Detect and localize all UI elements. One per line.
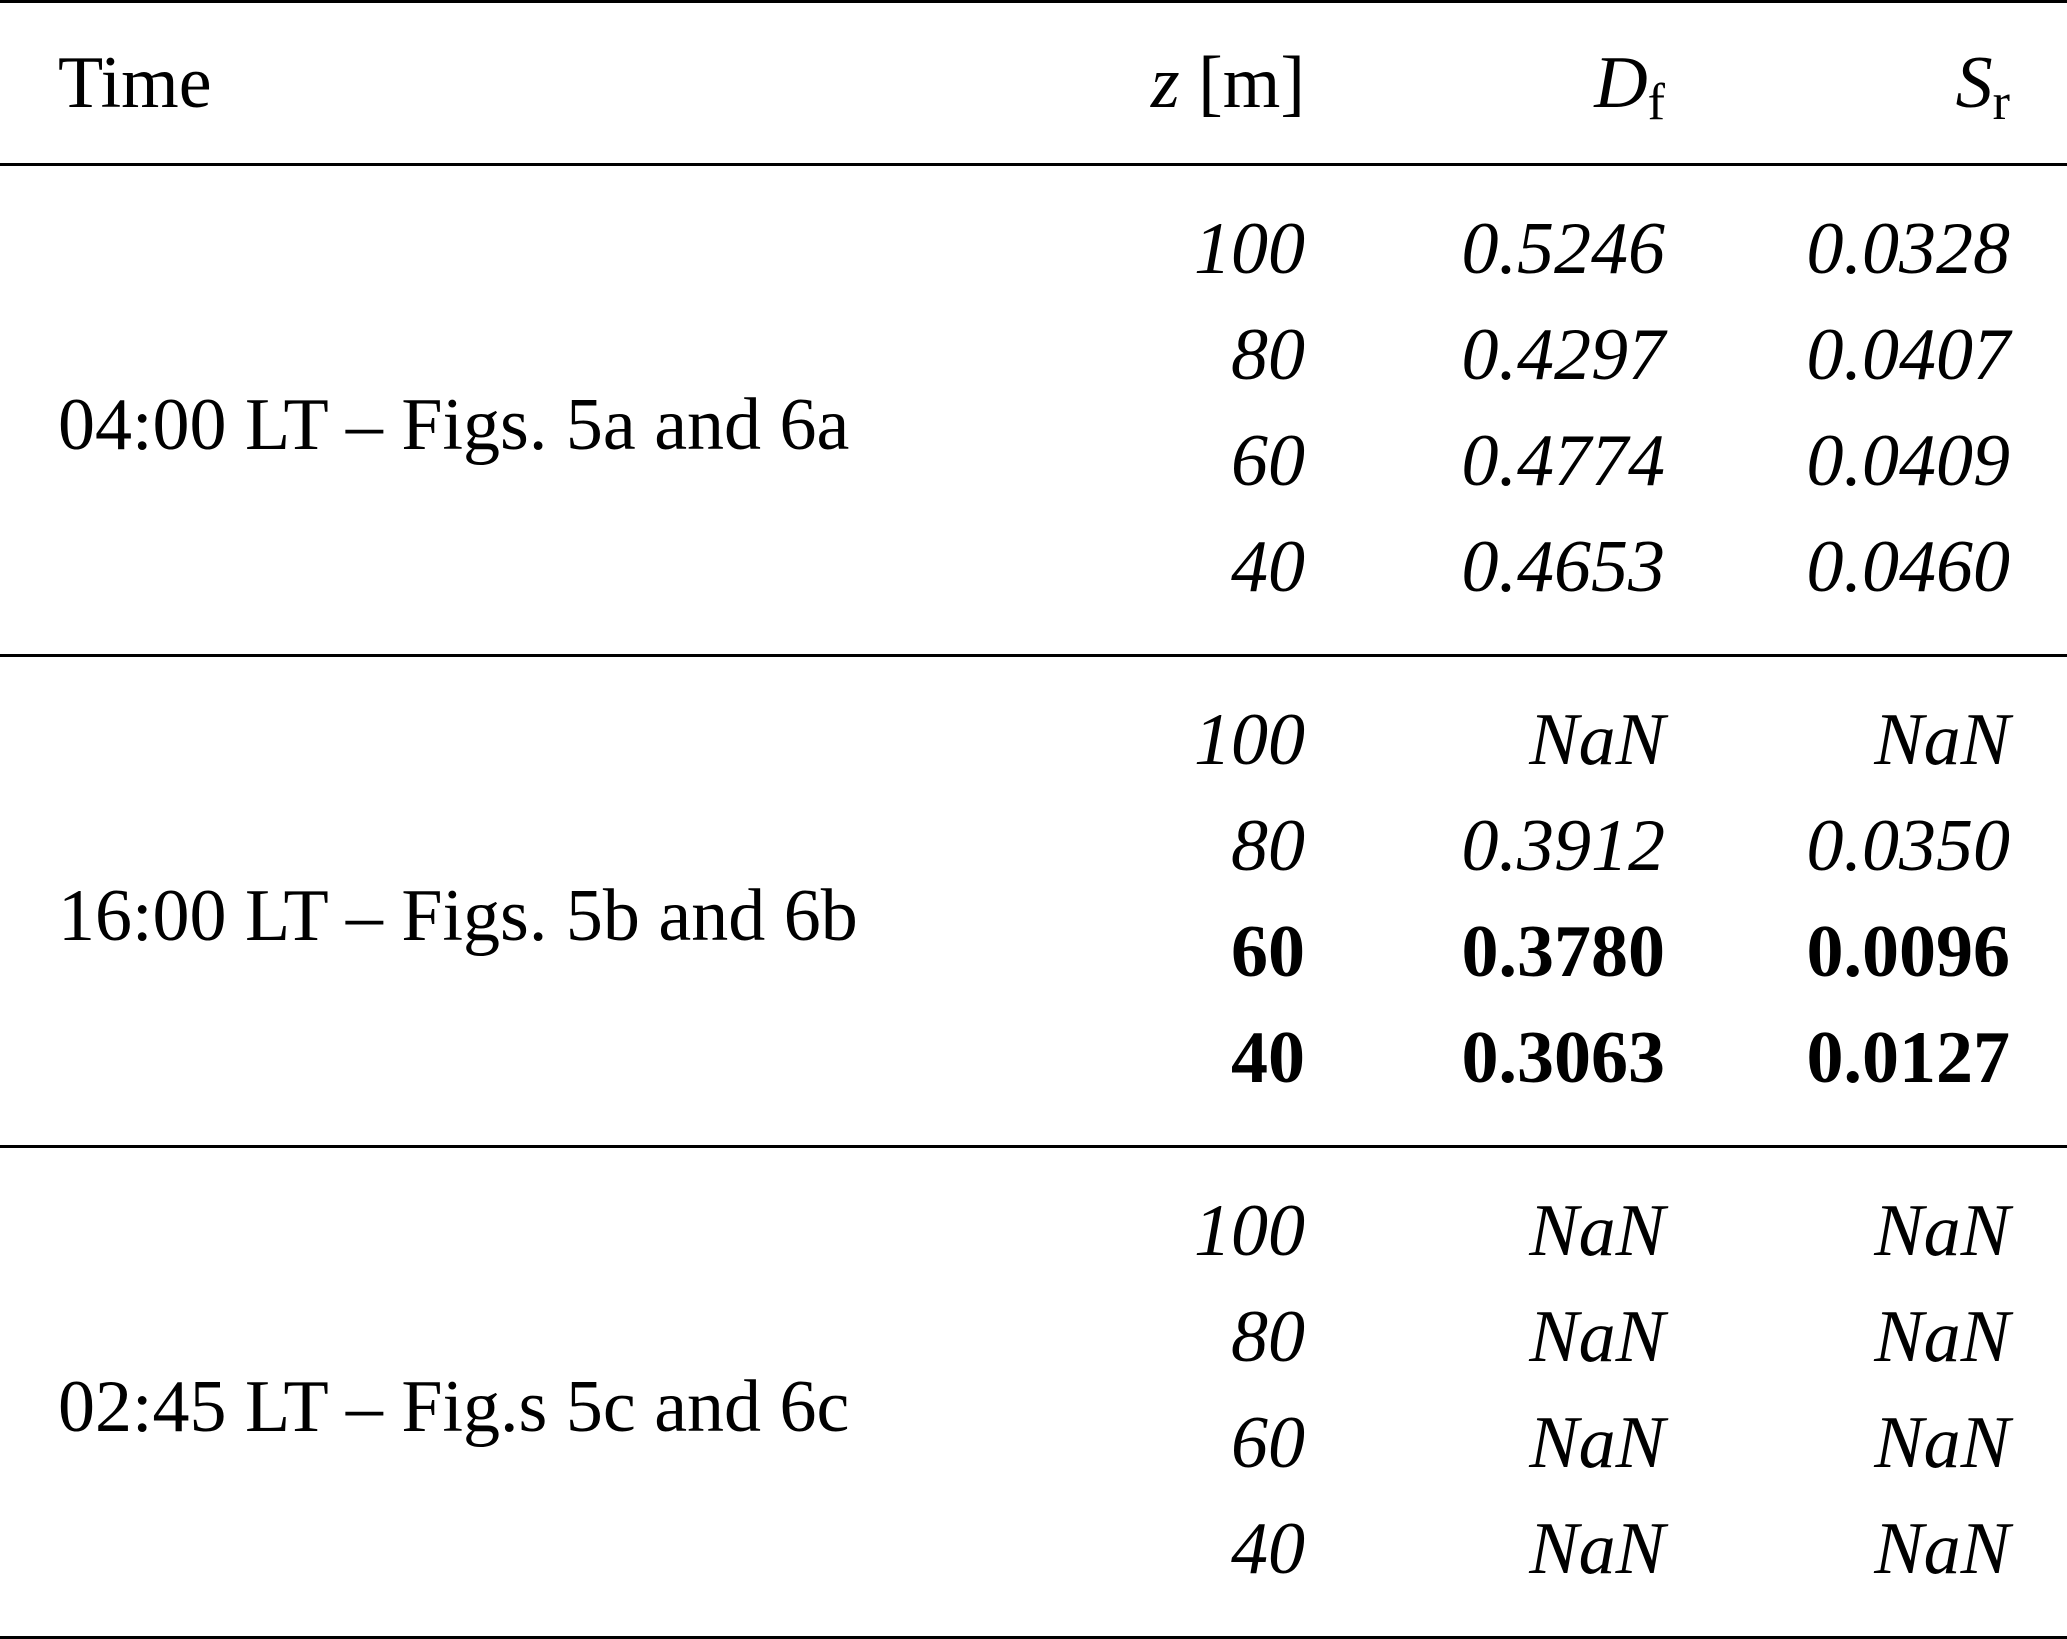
cell-df: NaN [1529, 1296, 1665, 1378]
table-row: 60 0.3780 0.0096 [0, 899, 2067, 1005]
cell-sr: 0.0350 [1806, 805, 2011, 887]
cell-df: 0.3912 [1461, 805, 1666, 887]
cell-sr: NaN [1874, 1296, 2010, 1378]
table-row: 80 NaN NaN [0, 1284, 2067, 1390]
cell-sr: NaN [1874, 699, 2010, 781]
cell-sr: NaN [1874, 1190, 2010, 1272]
cell-z: 100 [1194, 1190, 1305, 1272]
table-header: Time z [m] Df Sr [0, 1, 2067, 165]
header-row: Time z [m] Df Sr [0, 1, 2067, 165]
header-df-var: D [1594, 41, 1648, 124]
table-row: 02:45 LT – Fig.s 5c and 6c 100 NaN NaN [0, 1146, 2067, 1448]
table-row: 40 0.3063 0.0127 [0, 1005, 2067, 1147]
cell-sr: 0.0407 [1806, 314, 2011, 396]
cell-df: 0.5246 [1461, 208, 1666, 290]
cell-z: 60 [1231, 1402, 1305, 1484]
cell-df: 0.3780 [1461, 911, 1666, 993]
cell-df: 0.3063 [1461, 1017, 1666, 1099]
cell-df: NaN [1529, 1190, 1665, 1272]
cell-z: 40 [1231, 1508, 1305, 1590]
header-time: Time [58, 41, 212, 124]
cell-sr: 0.0460 [1806, 526, 2011, 608]
header-df: Df [1305, 2, 1665, 165]
header-sr-var: S [1955, 41, 1993, 124]
table-row: 04:00 LT – Figs. 5a and 6a 100 0.5246 0.032… [0, 164, 2067, 466]
cell-z: 40 [1231, 1017, 1305, 1099]
cell-z: 100 [1194, 699, 1305, 781]
cell-sr: NaN [1874, 1508, 2010, 1590]
table-row: 80 0.3912 0.0350 [0, 793, 2067, 899]
cell-sr: 0.0127 [1806, 1017, 2011, 1099]
table-row: 80 0.4297 0.0407 [0, 302, 2067, 408]
table-row: 16:00 LT – Figs. 5b and 6b 100 NaN NaN [0, 655, 2067, 957]
group-time-label: 04:00 LT – Figs. 5a and 6a [58, 384, 850, 466]
cell-df: 0.4774 [1461, 420, 1666, 502]
cell-z: 100 [1194, 208, 1305, 290]
header-z: z [m] [1100, 2, 1305, 165]
table-body: 04:00 LT – Figs. 5a and 6a 100 0.5246 0.032… [0, 164, 2067, 1638]
cell-df: NaN [1529, 1402, 1665, 1484]
header-sr-sub: r [1992, 73, 2010, 131]
group-time-label: 16:00 LT – Figs. 5b and 6b [58, 875, 858, 957]
cell-sr: 0.0096 [1806, 911, 2011, 993]
header-z-unit: [m] [1179, 41, 1305, 124]
cell-df: NaN [1529, 1508, 1665, 1590]
cell-df: 0.4653 [1461, 526, 1666, 608]
cell-df: 0.4297 [1461, 314, 1666, 396]
table-row: 60 0.4774 0.0409 [0, 408, 2067, 514]
table-row: 40 0.4653 0.0460 [0, 514, 2067, 656]
header-df-sub: f [1647, 73, 1665, 131]
cell-sr: 0.0328 [1806, 208, 2011, 290]
header-z-var: z [1150, 41, 1180, 124]
cell-z: 80 [1231, 314, 1305, 396]
cell-sr: NaN [1874, 1402, 2010, 1484]
cell-z: 60 [1231, 420, 1305, 502]
cell-z: 40 [1231, 526, 1305, 608]
cell-sr: 0.0409 [1806, 420, 2011, 502]
table-row: 60 NaN NaN [0, 1390, 2067, 1496]
cell-z: 80 [1231, 805, 1305, 887]
cell-df: NaN [1529, 699, 1665, 781]
cell-z: 80 [1231, 1296, 1305, 1378]
group-time-label: 02:45 LT – Fig.s 5c and 6c [58, 1366, 850, 1448]
header-sr: Sr [1665, 2, 2067, 165]
cell-z: 60 [1231, 911, 1305, 993]
